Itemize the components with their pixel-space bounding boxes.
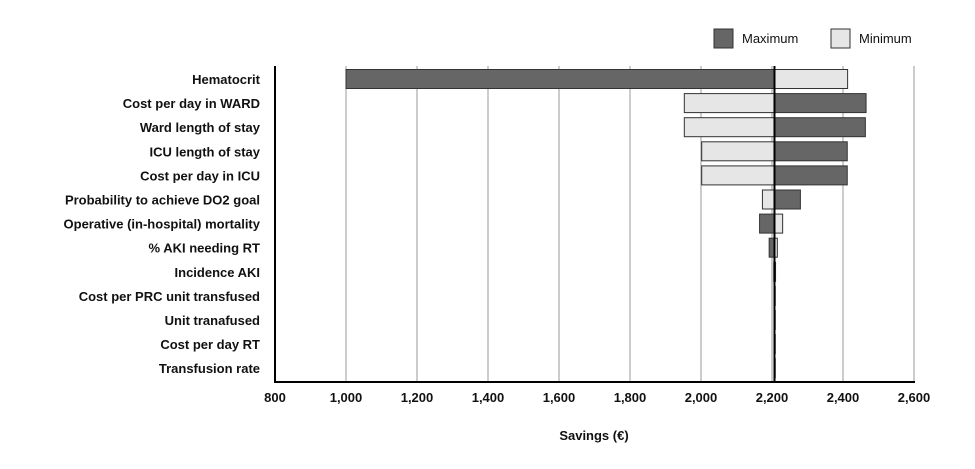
bar-maximum bbox=[773, 165, 848, 186]
category-label: % AKI needing RT bbox=[149, 241, 261, 256]
grid-lines bbox=[345, 66, 915, 382]
bar-minimum bbox=[773, 213, 784, 234]
bar-minimum bbox=[701, 141, 775, 162]
category-labels: Hematocrit Cost per day in WARD Ward lengt… bbox=[64, 72, 261, 376]
bar-maximum bbox=[773, 189, 801, 210]
category-label: ICU length of stay bbox=[149, 144, 260, 159]
category-label: Cost per day in WARD bbox=[123, 96, 260, 111]
x-tick-label: 1,600 bbox=[543, 390, 576, 405]
bar-minimum bbox=[761, 189, 775, 210]
x-axis-title: Savings (€) bbox=[559, 428, 628, 443]
bar-maximum bbox=[759, 213, 775, 234]
category-label: Ward length of stay bbox=[140, 120, 261, 135]
legend-label-minimum: Minimum bbox=[859, 31, 912, 46]
category-label: Transfusion rate bbox=[159, 361, 260, 376]
bar-minimum bbox=[701, 165, 775, 186]
bar-maximum bbox=[345, 69, 775, 89]
bar-maximum bbox=[773, 93, 867, 114]
bar-minimum bbox=[683, 93, 775, 114]
legend-swatch-minimum bbox=[830, 28, 851, 49]
x-tick-label: 2,000 bbox=[685, 390, 718, 405]
bar-minimum bbox=[683, 117, 775, 138]
bar-maximum bbox=[773, 141, 848, 162]
x-tick-label: 1,200 bbox=[401, 390, 434, 405]
x-tick-labels: 800 1,000 1,200 1,400 1,600 1,800 2,000 2,200 2,… bbox=[264, 390, 930, 405]
x-tick-label: 1,000 bbox=[330, 390, 363, 405]
axes bbox=[274, 66, 915, 383]
category-label: Cost per day in ICU bbox=[140, 168, 260, 183]
category-label: Incidence AKI bbox=[175, 265, 260, 280]
bars bbox=[345, 69, 867, 379]
x-tick-label: 2,400 bbox=[827, 390, 860, 405]
category-label: Cost per day RT bbox=[160, 337, 260, 352]
category-label: Probability to achieve DO2 goal bbox=[65, 193, 260, 208]
bar-minimum bbox=[773, 69, 849, 89]
legend-swatch-maximum bbox=[713, 28, 734, 49]
category-label: Operative (in-hospital) mortality bbox=[64, 217, 261, 232]
x-tick-label: 1,400 bbox=[472, 390, 505, 405]
category-label: Hematocrit bbox=[192, 72, 261, 87]
x-tick-label: 1,800 bbox=[614, 390, 647, 405]
x-tick-label: 800 bbox=[264, 390, 286, 405]
category-label: Unit tranafused bbox=[165, 313, 260, 328]
legend-label-maximum: Maximum bbox=[742, 31, 798, 46]
bar-maximum bbox=[773, 117, 866, 138]
category-label: Cost per PRC unit transfused bbox=[79, 289, 260, 304]
legend: Maximum Minimum bbox=[713, 28, 912, 49]
x-tick-label: 2,200 bbox=[756, 390, 789, 405]
x-tick-label: 2,600 bbox=[898, 390, 931, 405]
